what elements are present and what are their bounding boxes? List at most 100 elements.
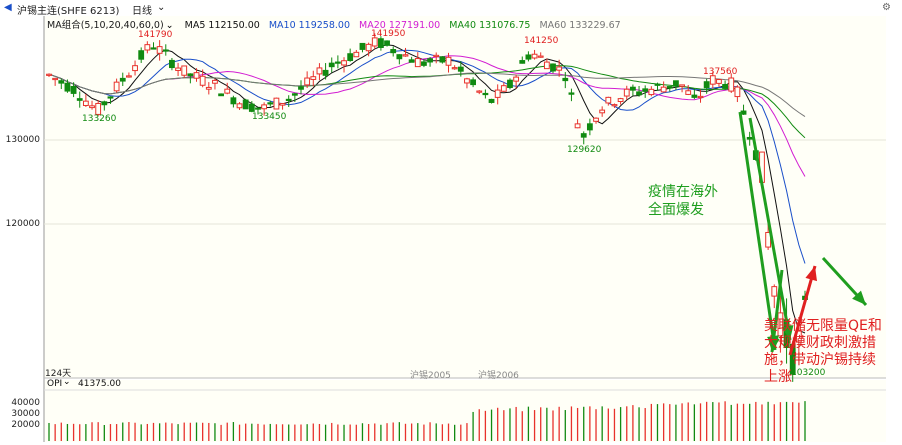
candle-body bbox=[322, 69, 329, 76]
candle-body bbox=[777, 312, 784, 337]
candle-body bbox=[593, 117, 599, 122]
candle-body bbox=[193, 72, 200, 79]
candle-body bbox=[279, 103, 286, 106]
opi-value: 41375.00 bbox=[78, 379, 121, 389]
candle-body bbox=[666, 86, 673, 89]
opi-tick-20000: 20000 bbox=[11, 420, 40, 430]
candle-body bbox=[230, 97, 237, 105]
candle-body bbox=[390, 49, 397, 54]
candle-body bbox=[673, 80, 679, 87]
ma60-value: MA60 133229.67 bbox=[539, 20, 621, 31]
candle-body bbox=[703, 81, 710, 89]
candle-body bbox=[119, 77, 126, 82]
ma-legend-label[interactable]: MA组合(5,10,20,40,60,0) bbox=[47, 20, 164, 31]
back-arrow-icon[interactable]: ◀ bbox=[4, 2, 12, 13]
candle-body bbox=[488, 98, 495, 103]
candle-body bbox=[181, 65, 188, 76]
candle-body bbox=[617, 98, 624, 103]
candle-body bbox=[58, 80, 65, 84]
arrow-down-3-head bbox=[767, 337, 780, 352]
high-label: 137560 bbox=[703, 67, 738, 77]
candle-body bbox=[771, 286, 778, 297]
candle-body bbox=[359, 42, 366, 50]
arrow-projection-head bbox=[852, 290, 866, 305]
range-label: 124天 bbox=[45, 369, 72, 379]
candle-body bbox=[470, 79, 476, 86]
candle-body bbox=[150, 47, 157, 50]
contract-mark-2005: 沪锡2005 bbox=[410, 371, 451, 381]
candle-body bbox=[126, 75, 132, 78]
candle-body bbox=[291, 93, 298, 96]
candle-body bbox=[316, 67, 323, 75]
candle-body bbox=[599, 109, 606, 114]
candle-body bbox=[500, 85, 507, 92]
low-label: 103200 bbox=[791, 368, 826, 378]
candle-body bbox=[144, 44, 151, 51]
candle-body bbox=[427, 58, 433, 63]
contract-mark-2006: 沪锡2006 bbox=[478, 371, 519, 381]
candle-body bbox=[365, 43, 372, 52]
ma40-value: MA40 131076.75 bbox=[449, 20, 531, 31]
candle-body bbox=[334, 61, 341, 64]
chevron-down-icon[interactable]: ⌄ bbox=[63, 377, 71, 387]
candle-body bbox=[525, 54, 532, 60]
ma-legend: MA组合(5,10,20,40,60,0) ⌄ MA5 112150.00 MA1… bbox=[47, 17, 627, 31]
settings-icon[interactable]: ⚙ bbox=[882, 2, 891, 13]
candle-body bbox=[76, 98, 83, 101]
chevron-down-icon[interactable]: ⌄ bbox=[157, 2, 166, 13]
period-label[interactable]: 日线 bbox=[132, 6, 152, 17]
candle-body bbox=[113, 81, 120, 92]
ma10-value: MA10 119258.00 bbox=[268, 20, 351, 31]
candle-body bbox=[654, 83, 661, 86]
candle-body bbox=[304, 77, 311, 86]
candle-body bbox=[519, 60, 526, 64]
candle-body bbox=[175, 67, 181, 71]
candle-body bbox=[556, 66, 563, 71]
candle-body bbox=[728, 77, 735, 92]
candle-body bbox=[101, 101, 108, 106]
candle-body bbox=[187, 73, 194, 77]
candle-body bbox=[642, 88, 649, 92]
candle-body bbox=[298, 86, 304, 90]
candle-body bbox=[82, 100, 89, 106]
high-label: 141950 bbox=[371, 29, 406, 39]
candle-body bbox=[328, 62, 335, 68]
candle-body bbox=[384, 40, 390, 46]
candle-body bbox=[156, 46, 163, 54]
annotation-qe: 美联储无限量QE和 大规模财政刺激措 施，带动沪锡持续 上涨 bbox=[764, 318, 882, 385]
candle-body bbox=[648, 88, 655, 96]
candle-body bbox=[722, 83, 728, 89]
candle-body bbox=[414, 58, 421, 68]
candle-body bbox=[685, 90, 692, 95]
candle-body bbox=[255, 107, 261, 110]
ma20-value: MA20 127191.00 bbox=[359, 20, 441, 31]
ma5-value: MA5 112150.00 bbox=[184, 20, 260, 31]
ma-line bbox=[48, 72, 806, 118]
candle-body bbox=[199, 75, 206, 86]
candle-body bbox=[445, 56, 452, 66]
candle-body bbox=[371, 37, 378, 47]
candle-body bbox=[212, 79, 218, 84]
candle-body bbox=[236, 103, 243, 109]
candle-body bbox=[513, 76, 520, 82]
symbol-label[interactable]: 沪锡主连(SHFE 6213) bbox=[17, 6, 120, 17]
candle-body bbox=[261, 104, 268, 110]
candle-body bbox=[46, 73, 52, 76]
candle-body bbox=[451, 67, 458, 70]
candle-body bbox=[353, 51, 360, 58]
high-label: 141250 bbox=[524, 36, 559, 46]
candle-body bbox=[205, 86, 212, 90]
candle-body bbox=[580, 133, 587, 138]
arrow-rebound-head bbox=[805, 266, 817, 282]
low-label: 133260 bbox=[82, 114, 117, 124]
candle-body bbox=[740, 110, 747, 115]
chevron-down-icon[interactable]: ⌄ bbox=[165, 20, 174, 31]
candle-body bbox=[531, 53, 538, 59]
candle-body bbox=[162, 49, 169, 52]
candle-body bbox=[433, 54, 440, 58]
candle-body bbox=[169, 59, 175, 69]
candle-body bbox=[543, 61, 550, 70]
opi-label[interactable]: OPI bbox=[47, 379, 63, 389]
candle-body bbox=[636, 91, 642, 96]
candle-body bbox=[224, 88, 231, 94]
